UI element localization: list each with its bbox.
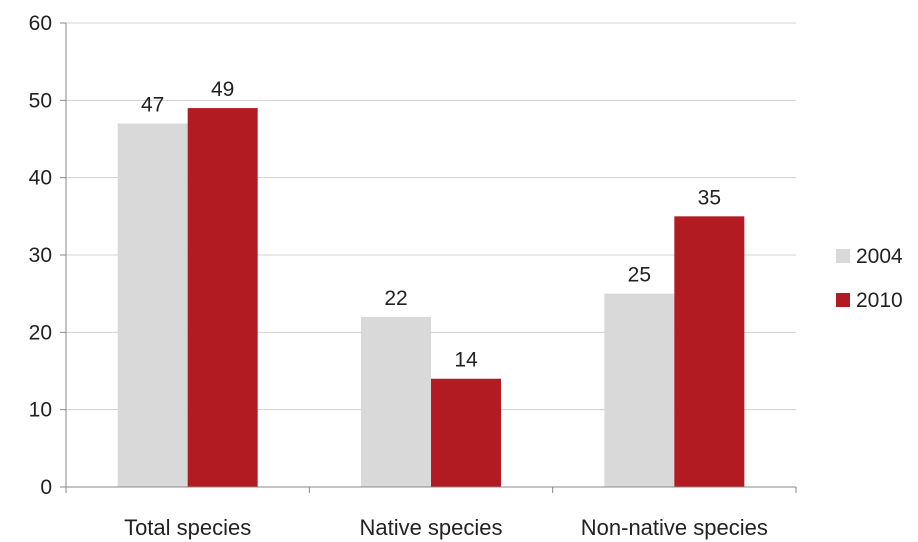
y-tick-label: 50 bbox=[29, 89, 52, 112]
data-label: 14 bbox=[454, 349, 478, 372]
data-label: 25 bbox=[628, 264, 651, 287]
bars bbox=[117, 108, 745, 488]
y-tick-label: 10 bbox=[29, 399, 52, 422]
y-tick-label: 60 bbox=[29, 12, 52, 35]
legend-swatch bbox=[836, 249, 850, 263]
data-label: 47 bbox=[141, 94, 164, 117]
y-tick-label: 0 bbox=[40, 476, 52, 499]
y-tick-label: 20 bbox=[29, 321, 52, 344]
bar bbox=[431, 378, 501, 487]
data-label: 49 bbox=[211, 78, 234, 101]
legend-label: 2010 bbox=[856, 289, 903, 312]
data-label: 35 bbox=[698, 186, 721, 209]
y-tick-label: 40 bbox=[29, 167, 52, 190]
bar bbox=[604, 293, 675, 487]
x-category-label: Native species bbox=[359, 515, 502, 540]
data-label: 22 bbox=[384, 287, 407, 310]
bar bbox=[361, 316, 431, 487]
legend-label: 2004 bbox=[856, 245, 903, 268]
labels: 0 10 20 30 40 50 60 47 49 Total species 22 14 Native… bbox=[29, 12, 768, 540]
x-category-label: Non-native species bbox=[581, 515, 768, 540]
legend: 2004 2010 bbox=[836, 245, 903, 312]
legend-swatch bbox=[836, 293, 850, 307]
y-tick-label: 30 bbox=[29, 244, 52, 267]
bar bbox=[117, 123, 188, 488]
axes bbox=[60, 22, 797, 493]
x-category-label: Total species bbox=[124, 515, 251, 540]
bar bbox=[187, 108, 258, 488]
bar bbox=[674, 216, 745, 488]
